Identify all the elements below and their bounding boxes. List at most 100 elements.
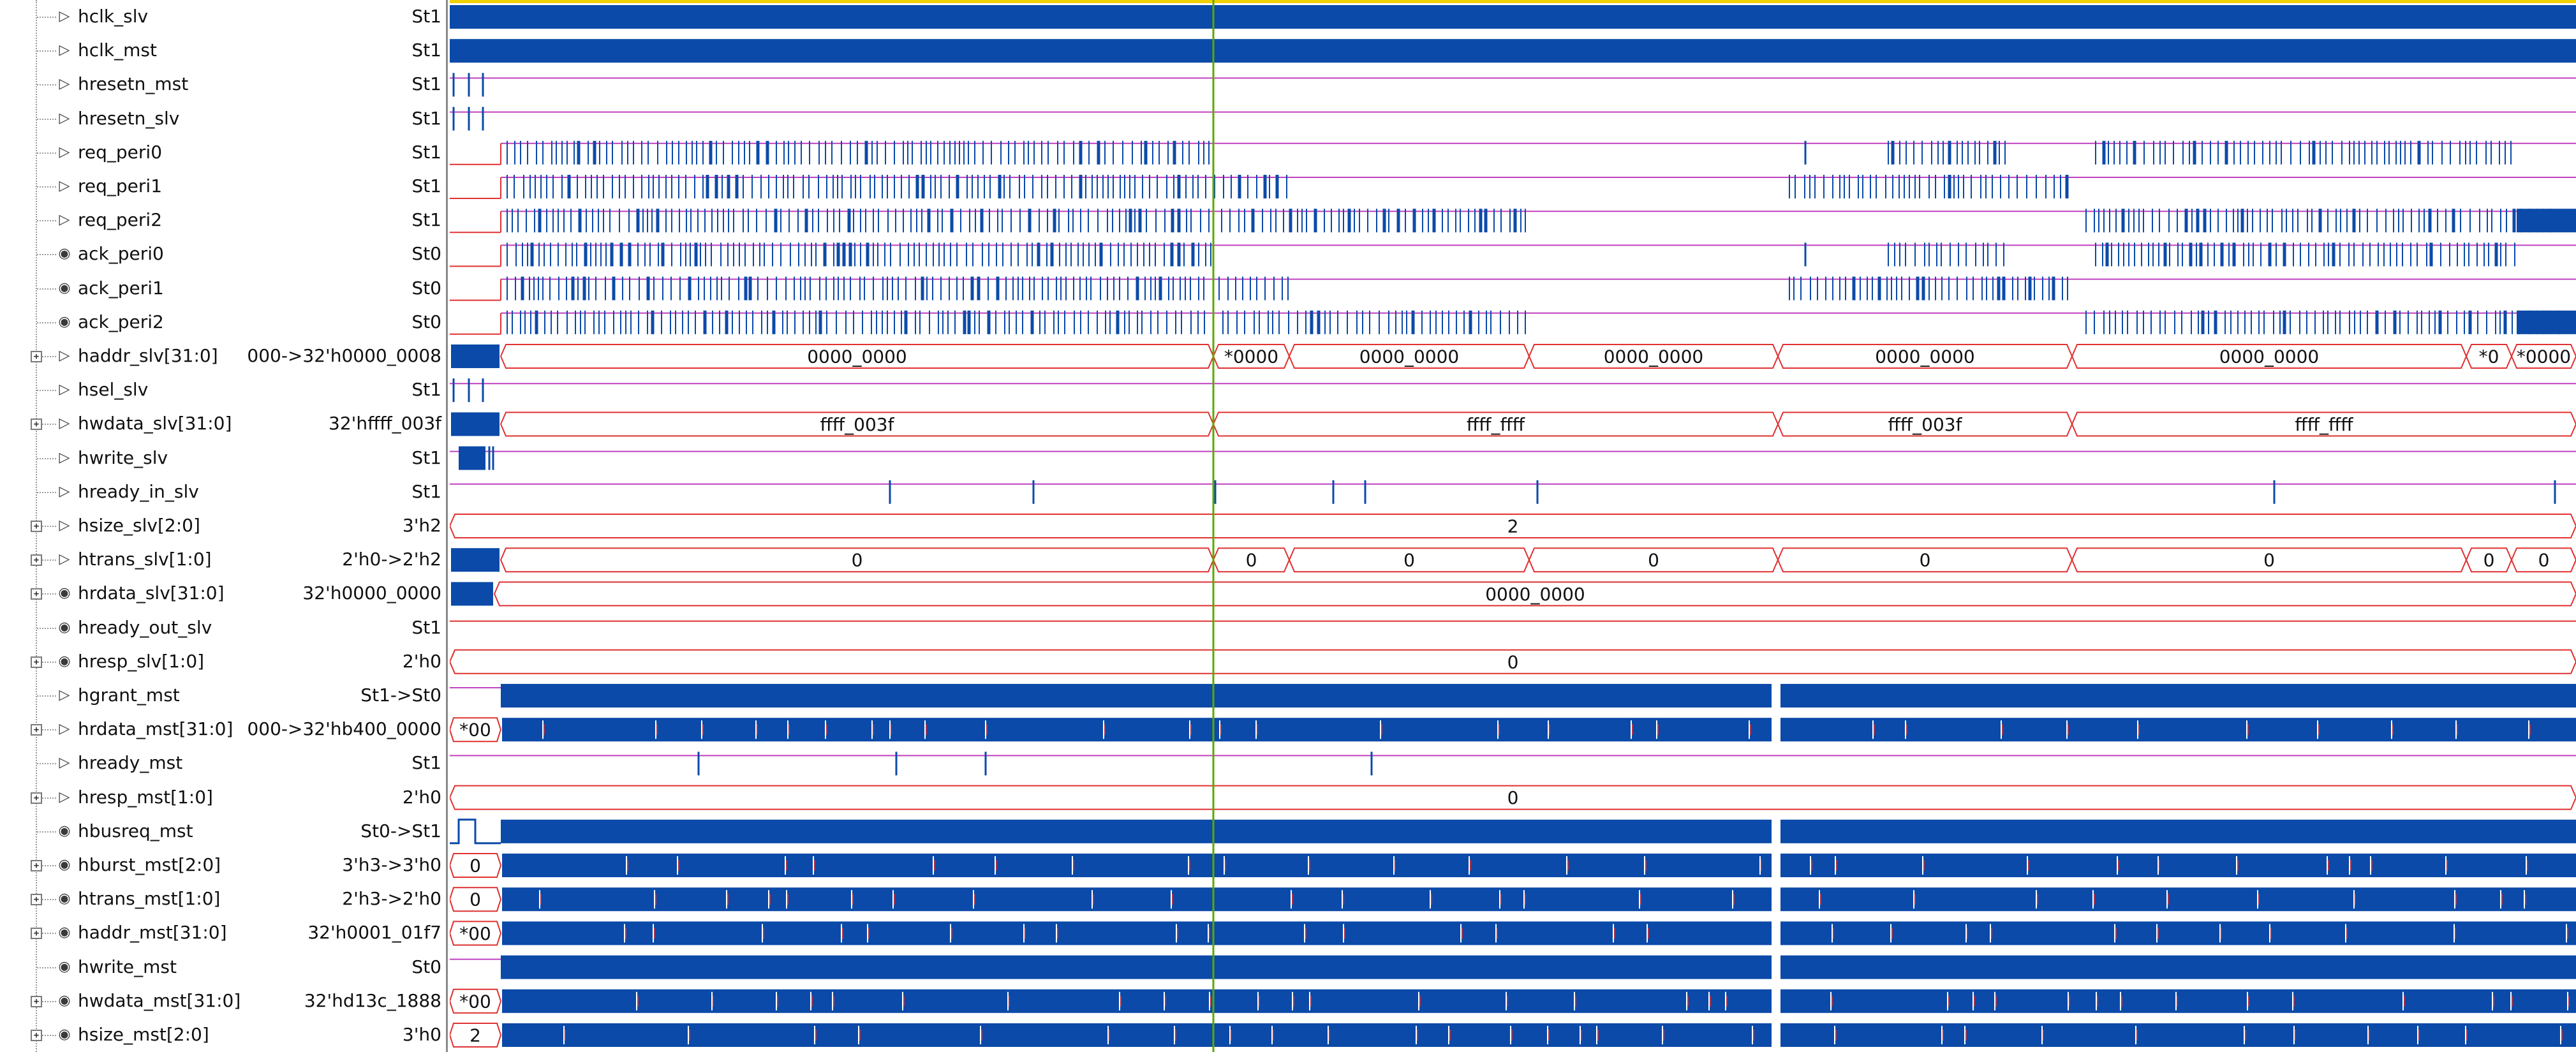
signal-name: hresp_slv[1:0] xyxy=(78,650,205,672)
output-port-icon: ◉ xyxy=(58,822,71,839)
tree-branch xyxy=(37,661,56,663)
signal-row[interactable]: + ◉ hsize_mst[2:0] 3'h0 xyxy=(0,1018,446,1052)
tree-branch xyxy=(37,831,56,833)
bus-segment xyxy=(450,887,502,912)
signal-row[interactable]: ▷ hgrant_mst St1->St0 xyxy=(0,679,446,713)
bus-value-label: 0000_0000 xyxy=(1485,584,1585,605)
expand-bus-icon[interactable]: + xyxy=(31,521,42,532)
signal-value: St1 xyxy=(411,379,441,401)
signal-value: St0 xyxy=(411,243,441,265)
signal-row[interactable]: + ▷ haddr_slv[31:0] 000->32'h0000_0008 xyxy=(0,339,446,373)
signal-row[interactable]: + ▷ hresp_mst[1:0] 2'h0 xyxy=(0,781,446,815)
activity-block xyxy=(1780,989,2576,1013)
signal-row[interactable]: + ▷ hwdata_slv[31:0] 32'hffff_003f xyxy=(0,407,446,441)
bus-value-label: 0 xyxy=(1648,550,1659,571)
expand-bus-icon[interactable]: + xyxy=(31,792,42,804)
input-port-icon: ▷ xyxy=(59,348,70,364)
signal-name: hready_mst xyxy=(78,752,183,774)
expand-bus-icon[interactable]: + xyxy=(31,1030,42,1041)
input-port-icon: ▷ xyxy=(59,517,70,533)
signal-name: req_peri2 xyxy=(78,209,163,231)
expand-bus-icon[interactable]: + xyxy=(31,894,42,906)
clock-wave xyxy=(450,5,2576,29)
tree-branch xyxy=(37,865,56,866)
bus-value-label: 0 xyxy=(1403,550,1415,571)
bus-segment xyxy=(450,921,502,946)
tree-branch xyxy=(37,457,56,459)
signal-value: St1 xyxy=(411,40,441,61)
expand-bus-icon[interactable]: + xyxy=(31,588,42,600)
signal-row[interactable]: ▷ hresetn_slv St1 xyxy=(0,102,446,136)
signal-value: 2'h0 xyxy=(402,786,441,808)
signal-value: 32'hd13c_1888 xyxy=(304,989,441,1011)
signal-name: hrdata_slv[31:0] xyxy=(78,582,225,604)
signal-row[interactable]: ◉ hready_out_slv St1 xyxy=(0,611,446,645)
input-port-icon: ▷ xyxy=(59,449,70,466)
signal-row[interactable]: + ◉ hburst_mst[2:0] 3'h3->3'h0 xyxy=(0,848,446,882)
signal-row[interactable]: + ◉ haddr_mst[31:0] 32'h0001_01f7 xyxy=(0,916,446,950)
bus-value-label: 0000_0000 xyxy=(807,346,907,367)
signal-name: hclk_mst xyxy=(78,40,157,61)
signal-row[interactable]: + ◉ hresp_slv[1:0] 2'h0 xyxy=(0,645,446,679)
signal-value: 3'h2 xyxy=(402,515,441,536)
input-port-icon: ▷ xyxy=(59,144,70,160)
signal-value: 000->32'hb400_0000 xyxy=(247,718,441,740)
signal-row[interactable]: ◉ hwrite_mst St0 xyxy=(0,951,446,984)
signal-row[interactable]: ▷ hwrite_slv St1 xyxy=(0,441,446,475)
activity-block xyxy=(502,1023,1772,1047)
tree-branch xyxy=(37,84,56,86)
signal-name: hresetn_mst xyxy=(78,73,189,95)
bus-value-label: 2 xyxy=(470,1025,481,1046)
input-port-icon: ▷ xyxy=(59,483,70,500)
expand-bus-icon[interactable]: + xyxy=(31,995,42,1007)
signal-row[interactable]: ▷ req_peri2 St1 xyxy=(0,204,446,237)
waveform-canvas[interactable]: 0000_0000 *0000 0000_0000 0000_0000 0000_000… xyxy=(450,0,2576,1052)
expand-bus-icon[interactable]: + xyxy=(31,351,42,362)
signal-row[interactable]: + ◉ hrdata_slv[31:0] 32'h0000_0000 xyxy=(0,577,446,611)
expand-bus-icon[interactable]: + xyxy=(31,860,42,871)
expand-bus-icon[interactable]: + xyxy=(31,419,42,431)
signal-row[interactable]: + ▷ hrdata_mst[31:0] 000->32'hb400_0000 xyxy=(0,713,446,746)
output-port-icon: ◉ xyxy=(58,958,71,975)
tree-branch xyxy=(37,390,56,392)
pulse-block xyxy=(2517,209,2576,233)
bus-value-label: *0000 xyxy=(2517,346,2571,367)
activity-block xyxy=(1780,819,2576,843)
signal-value: 3'h0 xyxy=(402,1024,441,1045)
bus-segment xyxy=(2071,411,2576,437)
signal-row[interactable]: ▷ hresetn_mst St1 xyxy=(0,68,446,101)
signal-value: St1 xyxy=(411,6,441,27)
signal-row[interactable]: ◉ ack_peri0 St0 xyxy=(0,237,446,271)
signal-row[interactable]: ▷ req_peri0 St1 xyxy=(0,136,446,170)
waveform-panel[interactable]: 0000_0000 *0000 0000_0000 0000_0000 0000_000… xyxy=(450,0,2576,1052)
bus-value-label: 0 xyxy=(2538,550,2550,571)
signal-name: hready_in_slv xyxy=(78,480,199,502)
signal-value: St0->St1 xyxy=(360,820,441,841)
signal-row[interactable]: + ▷ hsize_slv[2:0] 3'h2 xyxy=(0,509,446,543)
bus-segment xyxy=(2510,547,2576,573)
signal-row[interactable]: ◉ ack_peri2 St0 xyxy=(0,306,446,339)
bus-value-label: 0 xyxy=(852,550,863,571)
expand-bus-icon[interactable]: + xyxy=(31,724,42,736)
signal-row[interactable]: ▷ req_peri1 St1 xyxy=(0,170,446,204)
signal-name: hclk_slv xyxy=(78,6,149,27)
bus-segment xyxy=(451,548,500,572)
expand-bus-icon[interactable]: + xyxy=(31,928,42,940)
signal-row[interactable]: + ◉ hwdata_mst[31:0] 32'hd13c_1888 xyxy=(0,984,446,1018)
signal-row[interactable]: ◉ ack_peri1 St0 xyxy=(0,272,446,306)
signal-row[interactable]: ▷ hready_in_slv St1 xyxy=(0,475,446,509)
tree-branch xyxy=(37,288,56,290)
signal-row[interactable]: + ◉ htrans_mst[1:0] 2'h3->2'h0 xyxy=(0,882,446,916)
signal-row[interactable]: ▷ hclk_slv St1 xyxy=(0,0,446,34)
signal-row[interactable]: ◉ hbusreq_mst St0->St1 xyxy=(0,815,446,848)
signal-row[interactable]: ▷ hsel_slv St1 xyxy=(0,373,446,407)
activity-block xyxy=(1780,955,2576,979)
activity-block xyxy=(502,989,1772,1013)
signal-row[interactable]: ▷ hready_mst St1 xyxy=(0,746,446,780)
signal-name: hready_out_slv xyxy=(78,616,212,638)
signal-row[interactable]: + ▷ htrans_slv[1:0] 2'h0->2'h2 xyxy=(0,543,446,577)
expand-bus-icon[interactable]: + xyxy=(31,656,42,668)
bus-segment xyxy=(2510,344,2576,369)
signal-row[interactable]: ▷ hclk_mst St1 xyxy=(0,34,446,68)
expand-bus-icon[interactable]: + xyxy=(31,554,42,567)
